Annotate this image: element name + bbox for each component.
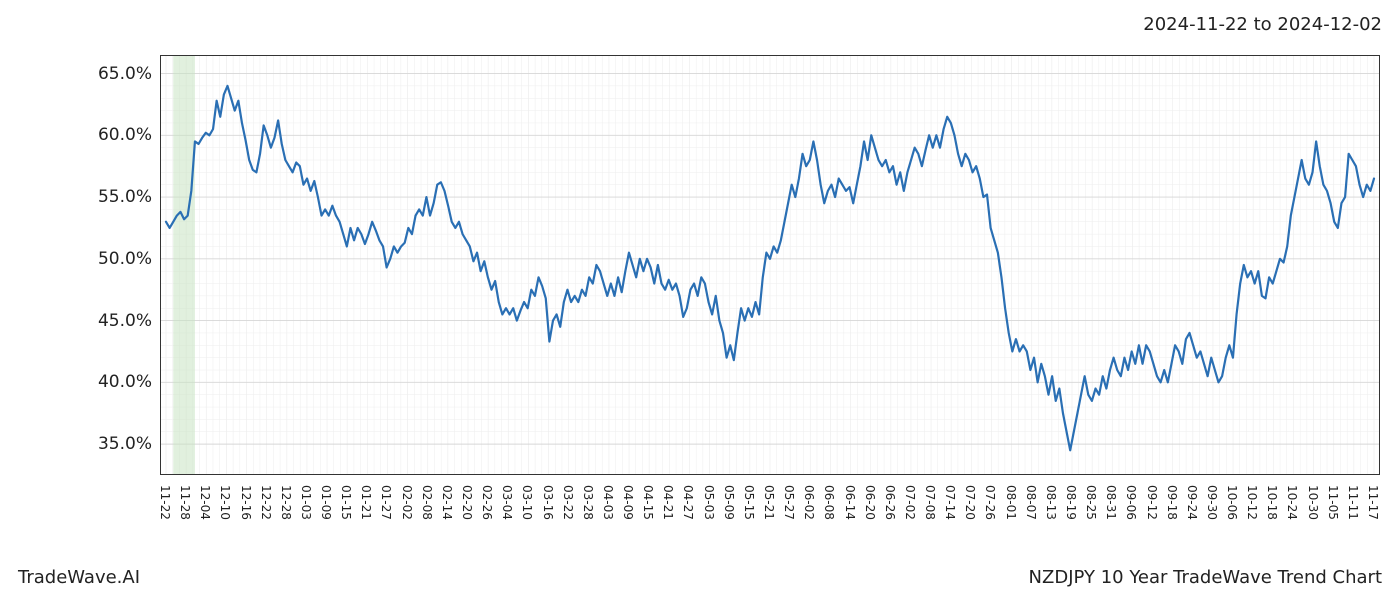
x-tick-label: 09-12 <box>1145 485 1159 520</box>
x-tick-label: 05-15 <box>742 485 756 520</box>
x-tick-label: 03-04 <box>500 485 514 520</box>
x-tick-label: 07-20 <box>963 485 977 520</box>
x-tick-label: 05-03 <box>702 485 716 520</box>
x-tick-label: 12-22 <box>259 485 273 520</box>
x-tick-label: 11-05 <box>1326 485 1340 520</box>
chart-container: 2024-11-22 to 2024-12-02 35.0% 40.0% 45.0%… <box>0 0 1400 600</box>
x-tick-label: 10-30 <box>1306 485 1320 520</box>
x-tick-label: 03-28 <box>581 485 595 520</box>
x-tick-label: 11-11 <box>1346 485 1360 520</box>
x-tick-label: 02-08 <box>420 485 434 520</box>
x-tick-label: 07-08 <box>923 485 937 520</box>
x-tick-label: 09-06 <box>1124 485 1138 520</box>
x-tick-label: 08-25 <box>1084 485 1098 520</box>
x-tick-label: 03-10 <box>520 485 534 520</box>
x-tick-label: 12-28 <box>279 485 293 520</box>
x-tick-label: 05-21 <box>762 485 776 520</box>
x-tick-label: 07-26 <box>983 485 997 520</box>
x-tick-label: 02-02 <box>400 485 414 520</box>
x-tick-label: 11-28 <box>178 485 192 520</box>
line-chart <box>160 55 1380 475</box>
chart-title: NZDJPY 10 Year TradeWave Trend Chart <box>1029 567 1382 588</box>
x-tick-label: 07-14 <box>943 485 957 520</box>
x-tick-label: 06-20 <box>863 485 877 520</box>
x-tick-label: 06-08 <box>822 485 836 520</box>
x-tick-label: 04-21 <box>661 485 675 520</box>
watermark-left: TradeWave.AI <box>18 567 140 588</box>
x-tick-label: 10-24 <box>1285 485 1299 520</box>
x-tick-label: 02-20 <box>460 485 474 520</box>
x-tick-label: 01-09 <box>319 485 333 520</box>
x-tick-label: 01-27 <box>379 485 393 520</box>
y-tick-label: 65.0% <box>80 64 152 84</box>
x-tick-label: 08-01 <box>1004 485 1018 520</box>
y-tick-label: 60.0% <box>80 125 152 145</box>
x-tick-label: 04-03 <box>601 485 615 520</box>
x-tick-label: 05-09 <box>722 485 736 520</box>
x-tick-label: 01-03 <box>299 485 313 520</box>
date-range-label: 2024-11-22 to 2024-12-02 <box>1143 14 1382 35</box>
y-tick-label: 45.0% <box>80 311 152 331</box>
x-tick-label: 12-16 <box>239 485 253 520</box>
x-tick-label: 02-14 <box>440 485 454 520</box>
x-tick-label: 03-22 <box>561 485 575 520</box>
x-tick-label: 02-26 <box>480 485 494 520</box>
x-tick-label: 05-27 <box>782 485 796 520</box>
x-tick-label: 07-02 <box>903 485 917 520</box>
x-tick-label: 08-07 <box>1024 485 1038 520</box>
x-tick-label: 10-06 <box>1225 485 1239 520</box>
x-tick-label: 06-02 <box>802 485 816 520</box>
y-tick-label: 50.0% <box>80 249 152 269</box>
x-tick-label: 06-14 <box>843 485 857 520</box>
y-tick-label: 55.0% <box>80 187 152 207</box>
x-tick-label: 06-26 <box>883 485 897 520</box>
x-tick-label: 03-16 <box>541 485 555 520</box>
y-tick-label: 40.0% <box>80 372 152 392</box>
x-tick-label: 12-10 <box>218 485 232 520</box>
x-tick-label: 10-12 <box>1245 485 1259 520</box>
x-tick-label: 01-21 <box>359 485 373 520</box>
x-tick-label: 08-13 <box>1044 485 1058 520</box>
x-tick-label: 09-30 <box>1205 485 1219 520</box>
x-tick-label: 04-09 <box>621 485 635 520</box>
y-tick-label: 35.0% <box>80 434 152 454</box>
x-tick-label: 11-17 <box>1366 485 1380 520</box>
x-tick-label: 08-19 <box>1064 485 1078 520</box>
x-tick-label: 11-22 <box>158 485 172 520</box>
x-tick-label: 10-18 <box>1265 485 1279 520</box>
x-tick-label: 04-27 <box>681 485 695 520</box>
x-tick-label: 09-24 <box>1185 485 1199 520</box>
x-tick-label: 04-15 <box>641 485 655 520</box>
x-tick-label: 09-18 <box>1165 485 1179 520</box>
x-tick-label: 12-04 <box>198 485 212 520</box>
x-tick-label: 08-31 <box>1104 485 1118 520</box>
x-tick-label: 01-15 <box>339 485 353 520</box>
